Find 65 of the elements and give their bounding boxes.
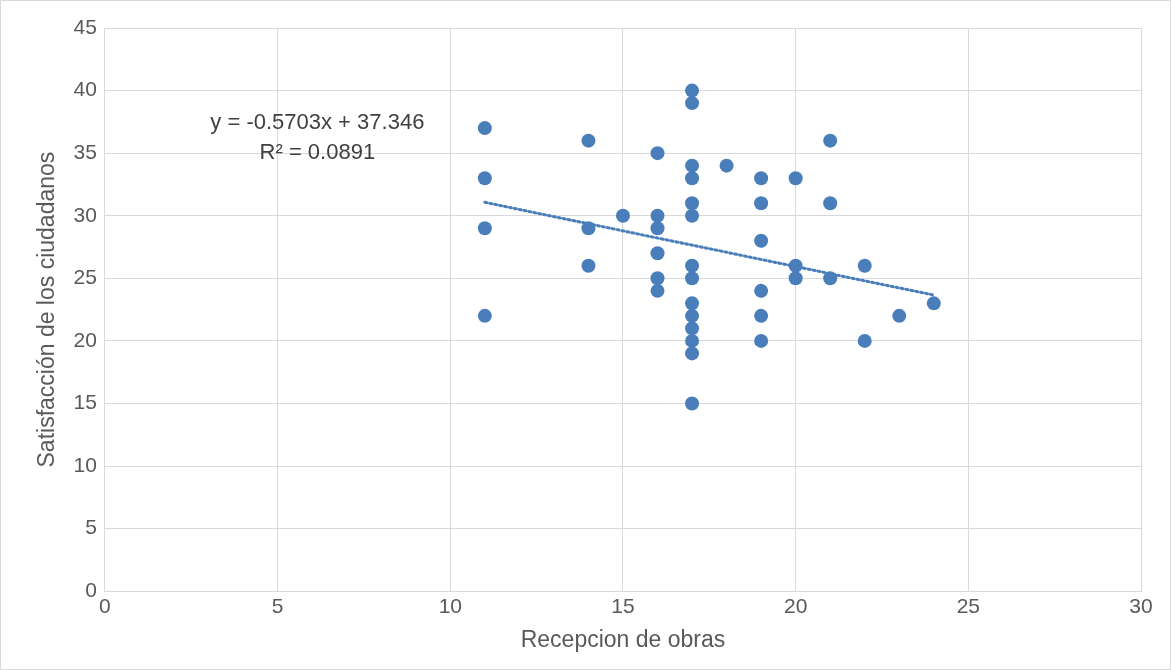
- point: [685, 333, 700, 348]
- y-tick-label: 20: [73, 327, 97, 351]
- point: [685, 396, 700, 411]
- point: [650, 283, 665, 298]
- point: [685, 271, 700, 286]
- x-tick-label: 20: [783, 593, 808, 617]
- y-tick-label: 10: [73, 452, 97, 476]
- point: [754, 308, 769, 323]
- y-tick-label: 15: [73, 390, 97, 414]
- point: [788, 258, 803, 273]
- point: [823, 271, 838, 286]
- point: [477, 121, 492, 136]
- point: [650, 246, 665, 261]
- point: [650, 221, 665, 236]
- point: [754, 171, 769, 186]
- point: [685, 308, 700, 323]
- point: [719, 158, 734, 173]
- x-axis-title: Recepcion de obras: [520, 625, 726, 652]
- x-tick-label: 5: [271, 593, 284, 617]
- point: [788, 171, 803, 186]
- point: [685, 96, 700, 111]
- point: [823, 133, 838, 148]
- point: [685, 208, 700, 223]
- point: [754, 283, 769, 298]
- point: [892, 308, 907, 323]
- point: [581, 221, 596, 236]
- point: [581, 258, 596, 273]
- point: [926, 296, 941, 311]
- x-tick-label: 15: [611, 593, 635, 617]
- y-tick-label: 30: [73, 202, 97, 226]
- y-axis-title: Satisfacción de los ciudadanos: [33, 151, 60, 468]
- point: [685, 196, 700, 211]
- point: [685, 158, 700, 173]
- point: [650, 271, 665, 286]
- y-tick-label: 0: [85, 578, 97, 601]
- point: [857, 258, 872, 273]
- y-tick-label: 25: [73, 265, 97, 289]
- point: [685, 346, 700, 361]
- point: [685, 258, 700, 273]
- point: [857, 333, 872, 348]
- point: [685, 296, 700, 311]
- point: [685, 321, 700, 336]
- annotation: R² = 0.0891: [259, 139, 376, 165]
- point: [477, 221, 492, 236]
- point: [754, 233, 769, 248]
- point: [650, 146, 665, 161]
- point: [754, 196, 769, 211]
- x-tick-label: 10: [438, 593, 462, 617]
- point: [685, 83, 700, 98]
- y-tick-label: 40: [73, 77, 97, 101]
- y-tick-label: 35: [73, 139, 97, 163]
- annotation: y = -0.5703x + 37.346: [210, 109, 425, 135]
- point: [581, 133, 596, 148]
- point: [685, 171, 700, 186]
- point: [823, 196, 838, 211]
- x-tick-label: 25: [956, 593, 981, 617]
- point: [477, 171, 492, 186]
- point: [615, 208, 630, 223]
- y-tick-label: 5: [85, 515, 97, 539]
- point: [788, 271, 803, 286]
- x-tick-label: 30: [1129, 593, 1153, 617]
- y-tick-label: 45: [73, 14, 97, 38]
- point: [650, 208, 665, 223]
- point: [477, 308, 492, 323]
- point: [754, 333, 769, 348]
